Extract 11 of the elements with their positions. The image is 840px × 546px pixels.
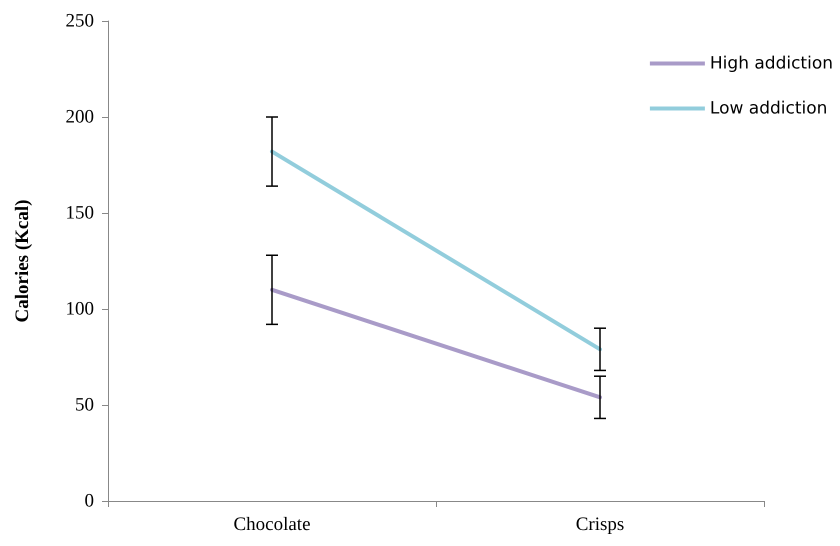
y-tick-label: 200 (66, 106, 94, 128)
legend-label: High addiction (710, 54, 833, 74)
y-tick-label: 100 (66, 298, 94, 320)
legend-label: Low addiction (710, 98, 828, 118)
y-tick-label: 0 (84, 490, 94, 512)
y-axis-title: Calories (Kcal) (12, 200, 33, 322)
x-tick-label: Chocolate (233, 514, 311, 535)
y-tick-label: 50 (75, 394, 94, 416)
x-tick-label: Crisps (576, 514, 624, 535)
y-tick-label: 250 (66, 10, 94, 32)
y-tick-label: 150 (66, 202, 94, 224)
